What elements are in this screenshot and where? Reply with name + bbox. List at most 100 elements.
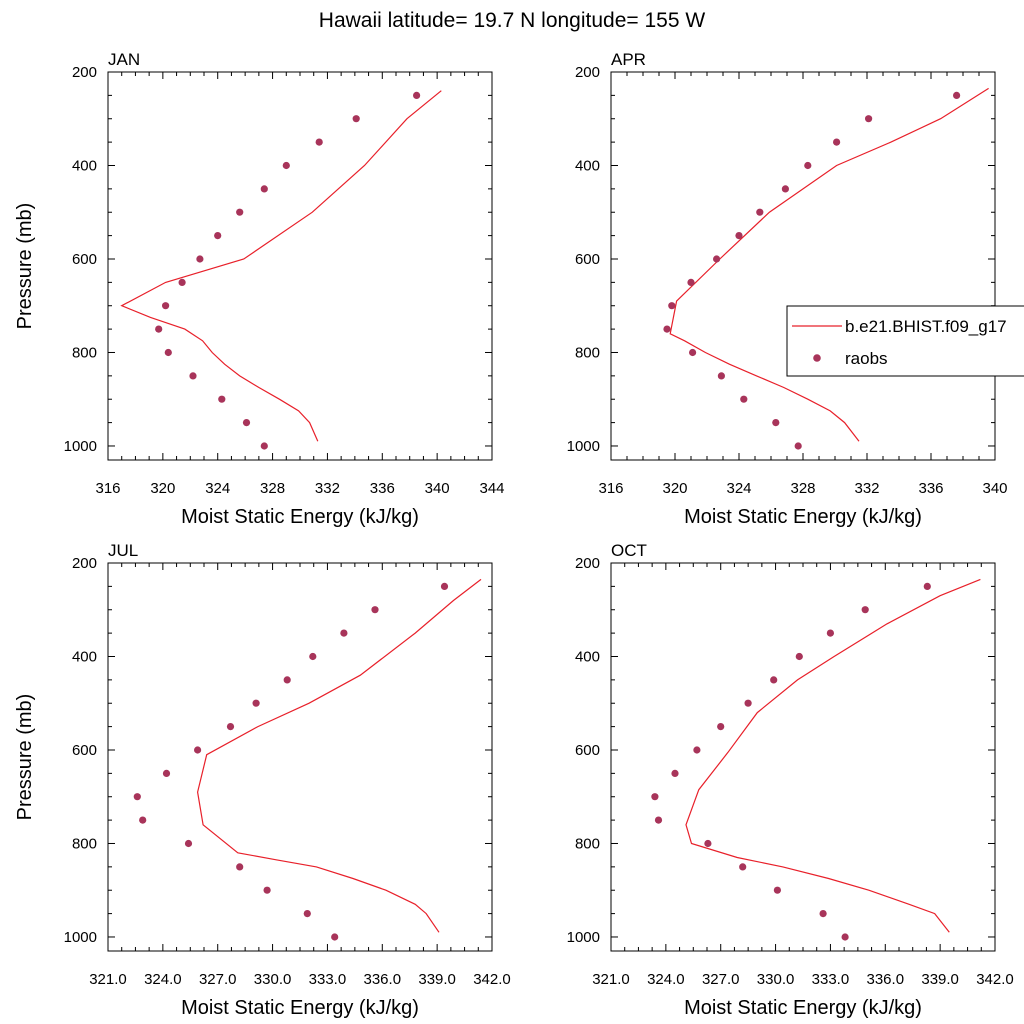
panel-apr: APR 316 320 324 328 332 336 340 200 400 600 800 1000… — [567, 50, 1008, 528]
jan-raobs-point — [178, 278, 186, 286]
oct-y-tick-label: 200 — [575, 555, 600, 572]
jan-x-tick-label: 316 — [95, 480, 120, 497]
apr-panel-title: APR — [611, 50, 646, 69]
apr-raobs-point — [687, 278, 695, 286]
jul-x-tick-label: 324.0 — [144, 971, 182, 988]
apr-raobs-point — [833, 138, 841, 146]
jul-y-tick-label: 400 — [72, 648, 97, 665]
jan-raobs-point — [214, 232, 222, 240]
jul-raobs-point — [440, 582, 449, 591]
jul-raobs-point — [236, 863, 244, 871]
jul-raobs-point — [340, 629, 348, 637]
oct-x-tick-label: 339.0 — [921, 971, 959, 988]
apr-raobs-point — [953, 91, 961, 99]
jul-raobs-point — [139, 816, 147, 824]
oct-x-tick-label: 342.0 — [976, 971, 1014, 988]
jul-raobs-point — [252, 699, 260, 707]
oct-raobs-point — [826, 629, 835, 637]
jan-x-tick-label: 340 — [425, 480, 450, 497]
jul-raobs-point — [194, 746, 202, 754]
oct-panel-title: OCT — [611, 541, 647, 560]
jan-raobs-point — [260, 442, 268, 450]
jan-raobs-point — [196, 255, 204, 263]
jul-model-line — [196, 578, 482, 933]
jan-x-tick-label: 320 — [150, 480, 175, 497]
apr-y-tick-label: 200 — [575, 64, 600, 81]
apr-raobs-point — [663, 325, 671, 333]
oct-y-tick-label: 1000 — [567, 929, 600, 946]
apr-y-tick-label: 1000 — [567, 438, 600, 455]
apr-raobs-point — [781, 185, 790, 193]
jul-x-axis-label: Moist Static Energy (kJ/kg) — [181, 997, 419, 1019]
oct-raobs-point — [923, 582, 931, 591]
apr-x-tick-label: 332 — [854, 480, 879, 497]
oct-y-tick-label: 400 — [575, 648, 600, 665]
jan-raobs-point — [352, 115, 360, 123]
apr-raobs-point — [689, 348, 697, 357]
apr-x-tick-label: 340 — [982, 480, 1007, 497]
figure-title: Hawaii latitude= 19.7 N longitude= 155 W — [319, 9, 706, 32]
jan-raobs-point — [155, 325, 163, 333]
apr-raobs-point — [865, 115, 873, 123]
jul-x-tick-label: 333.0 — [309, 971, 347, 988]
jul-y-tick-label: 1000 — [64, 929, 97, 946]
apr-x-tick-label: 320 — [662, 480, 687, 497]
jan-raobs-point — [315, 138, 323, 146]
jan-y-tick-label: 1000 — [64, 438, 97, 455]
jul-panel-title: JUL — [108, 541, 138, 560]
panel-oct: OCT 321.0 324.0 327.0 330.0 333.0 336.0 339.0 34… — [567, 541, 1014, 1019]
jan-x-tick-label: 328 — [260, 480, 285, 497]
jan-raobs-point — [260, 185, 268, 193]
oct-raobs-point — [693, 746, 701, 754]
jul-raobs-point — [226, 723, 235, 731]
jul-x-tick-label: 327.0 — [199, 971, 237, 988]
jul-y-tick-label: 200 — [72, 555, 97, 572]
jan-y-tick-label: 200 — [72, 64, 97, 81]
oct-raobs-point — [773, 886, 782, 894]
jan-raobs-point — [242, 419, 251, 427]
oct-x-tick-label: 327.0 — [702, 971, 740, 988]
jan-panel-title: JAN — [108, 50, 140, 69]
oct-raobs-point — [717, 723, 725, 731]
apr-raobs-point — [794, 442, 802, 450]
jul-raobs-point — [184, 839, 193, 848]
oct-x-tick-label: 324.0 — [647, 971, 685, 988]
jan-y-tick-label: 600 — [72, 251, 97, 268]
jul-raobs-point — [133, 793, 141, 801]
panel-jul: JUL 321.0 324.0 327.0 330.0 333.0 336.0 339.0 34… — [14, 541, 511, 1019]
oct-y-tick-label: 800 — [575, 835, 600, 852]
jan-raobs-point — [236, 208, 244, 216]
apr-raobs-point — [740, 395, 748, 403]
jan-raobs-point — [218, 395, 226, 403]
oct-raobs-point — [770, 676, 778, 684]
apr-x-tick-label: 316 — [598, 480, 623, 497]
oct-raobs-point — [795, 652, 803, 661]
legend: b.e21.BHIST.f09_g17 raobs — [786, 305, 1024, 377]
oct-raobs-point — [739, 863, 747, 871]
jan-y-axis-label: Pressure (mb) — [14, 203, 36, 330]
jan-y-tick-label: 800 — [72, 344, 97, 361]
jan-model-line — [120, 90, 442, 442]
jan-x-tick-label: 332 — [315, 480, 340, 497]
apr-y-tick-label: 400 — [575, 157, 600, 174]
jul-raobs-point — [162, 769, 171, 778]
oct-x-tick-label: 333.0 — [812, 971, 850, 988]
apr-raobs-point — [756, 208, 764, 216]
apr-x-tick-label: 328 — [790, 480, 815, 497]
oct-model-line — [685, 578, 981, 933]
jul-y-tick-label: 600 — [72, 742, 97, 759]
jan-y-tick-label: 400 — [72, 157, 97, 174]
oct-raobs-point — [651, 793, 659, 801]
oct-raobs-point — [671, 769, 679, 778]
legend-model-label: b.e21.BHIST.f09_g17 — [845, 317, 1007, 336]
jan-x-tick-label: 324 — [205, 480, 230, 497]
jan-raobs-point — [413, 91, 421, 99]
jul-raobs-point — [309, 652, 317, 661]
jul-x-tick-label: 330.0 — [254, 971, 292, 988]
apr-raobs-point — [772, 419, 780, 427]
apr-raobs-point — [735, 232, 743, 240]
jul-raobs-point — [331, 933, 339, 941]
oct-x-tick-label: 336.0 — [867, 971, 905, 988]
oct-raobs-point — [744, 699, 752, 707]
